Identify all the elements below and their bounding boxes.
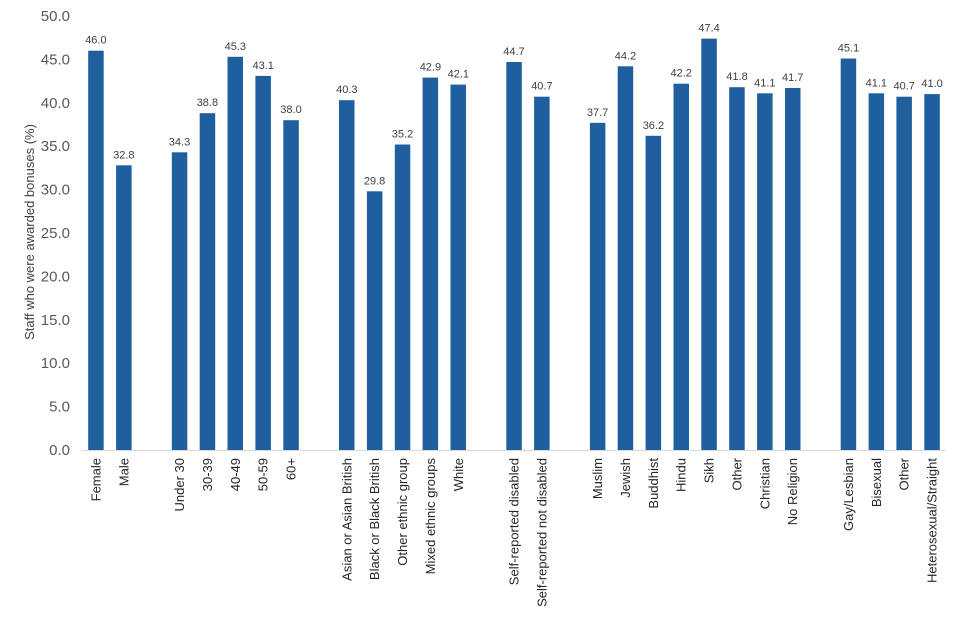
category-label: Sikh bbox=[702, 458, 717, 483]
category-label: Mixed ethnic groups bbox=[423, 458, 438, 575]
bar bbox=[283, 120, 299, 450]
category-label: Self-reported not disabled bbox=[534, 458, 549, 607]
data-label: 41.8 bbox=[726, 71, 747, 83]
data-label: 41.7 bbox=[782, 72, 803, 84]
category-labels: Female Male Under 30 30-39 40-49 50-59 60+ Asia… bbox=[88, 457, 939, 607]
category-label: No Religion bbox=[785, 458, 800, 525]
category-label: Under 30 bbox=[172, 458, 187, 511]
category-label: 40-49 bbox=[228, 458, 243, 491]
data-label: 42.2 bbox=[670, 68, 691, 80]
data-label: 29.8 bbox=[364, 175, 385, 187]
category-label: Jewish bbox=[618, 458, 633, 498]
y-tick-label: 30.0 bbox=[41, 182, 70, 199]
category-label: Muslim bbox=[590, 458, 605, 499]
data-label: 40.7 bbox=[893, 81, 914, 93]
category-label: 50-59 bbox=[256, 458, 271, 491]
category-label: Self-reported disabled bbox=[507, 458, 522, 585]
category-label: Female bbox=[88, 458, 103, 501]
data-labels: 46.0 32.8 34.3 38.8 45.3 43.1 38.0 40.3 29.8 35.2… bbox=[85, 23, 943, 188]
category-label: Other bbox=[730, 457, 745, 490]
data-label: 44.7 bbox=[503, 46, 524, 58]
category-label: 60+ bbox=[284, 458, 299, 480]
bar bbox=[227, 56, 243, 451]
bar bbox=[617, 66, 634, 451]
category-label: Hindu bbox=[674, 458, 689, 492]
bar bbox=[394, 144, 411, 450]
category-label: Black or Black British bbox=[367, 458, 382, 580]
y-tick-label: 50.0 bbox=[41, 8, 70, 25]
data-label: 42.1 bbox=[448, 69, 469, 81]
data-label: 41.0 bbox=[921, 78, 942, 90]
bar bbox=[116, 165, 132, 451]
category-label: Christian bbox=[757, 458, 772, 509]
bar bbox=[757, 93, 773, 451]
data-label: 44.2 bbox=[615, 50, 636, 62]
data-label: 40.7 bbox=[531, 81, 552, 93]
data-label: 38.0 bbox=[280, 104, 301, 116]
data-label: 35.2 bbox=[392, 129, 413, 141]
y-tick-label: 10.0 bbox=[41, 355, 70, 372]
y-tick-label: 45.0 bbox=[41, 51, 70, 68]
bar bbox=[339, 100, 355, 450]
data-label: 42.9 bbox=[420, 62, 441, 74]
bar bbox=[255, 75, 271, 451]
bar bbox=[840, 58, 857, 450]
y-tick-label: 20.0 bbox=[41, 268, 70, 285]
bar bbox=[366, 191, 383, 451]
category-label: Male bbox=[116, 458, 131, 486]
y-tick-label: 5.0 bbox=[49, 399, 70, 416]
bar bbox=[199, 113, 216, 450]
data-label: 41.1 bbox=[866, 77, 887, 89]
bar bbox=[868, 93, 885, 451]
bar bbox=[896, 96, 912, 450]
data-label: 45.1 bbox=[838, 43, 859, 55]
y-tick-label: 40.0 bbox=[41, 95, 70, 112]
bars bbox=[88, 38, 940, 451]
data-label: 41.1 bbox=[754, 77, 775, 89]
y-axis-title: Staff who were awarded bonuses (%) bbox=[22, 124, 37, 340]
data-label: 37.7 bbox=[587, 107, 608, 119]
category-label: Other ethnic group bbox=[395, 458, 410, 566]
y-tick-label: 15.0 bbox=[41, 312, 70, 329]
category-label: Gay/Lesbian bbox=[841, 458, 856, 531]
bar bbox=[589, 122, 606, 451]
data-label: 46.0 bbox=[85, 35, 106, 47]
category-label: Buddhist bbox=[646, 458, 661, 509]
category-label: Asian or Asian British bbox=[339, 458, 354, 581]
bar bbox=[171, 152, 188, 451]
data-label: 45.3 bbox=[225, 41, 246, 53]
bar bbox=[450, 84, 466, 450]
y-axis-label: Staff who were awarded bonuses (%) bbox=[22, 124, 37, 340]
data-label: 36.2 bbox=[643, 120, 664, 132]
category-label: 30-39 bbox=[200, 458, 215, 491]
bar bbox=[924, 94, 940, 450]
data-label: 43.1 bbox=[252, 60, 273, 72]
data-label: 34.3 bbox=[169, 136, 190, 148]
bar bbox=[645, 135, 662, 451]
bar bbox=[506, 62, 522, 450]
bar bbox=[422, 77, 439, 450]
bar bbox=[534, 96, 550, 450]
bar bbox=[88, 50, 104, 450]
bar bbox=[785, 88, 801, 450]
data-label: 38.8 bbox=[197, 97, 218, 109]
category-label: Bisexual bbox=[869, 458, 884, 507]
category-label: Other bbox=[897, 457, 912, 490]
y-tick-label: 35.0 bbox=[41, 138, 70, 155]
bar bbox=[729, 87, 745, 450]
y-axis-ticks: 0.0 5.0 10.0 15.0 20.0 25.0 30.0 35.0 40.0 45.0 50… bbox=[41, 8, 70, 459]
bar bbox=[701, 38, 717, 450]
data-label: 47.4 bbox=[698, 23, 719, 35]
category-label: White bbox=[451, 458, 466, 491]
bar bbox=[673, 83, 689, 450]
data-label: 32.8 bbox=[113, 149, 134, 161]
category-label: Heterosexual/Straight bbox=[925, 458, 940, 583]
y-tick-label: 25.0 bbox=[41, 225, 70, 242]
y-tick-label: 0.0 bbox=[49, 442, 70, 459]
data-label: 40.3 bbox=[336, 84, 357, 96]
